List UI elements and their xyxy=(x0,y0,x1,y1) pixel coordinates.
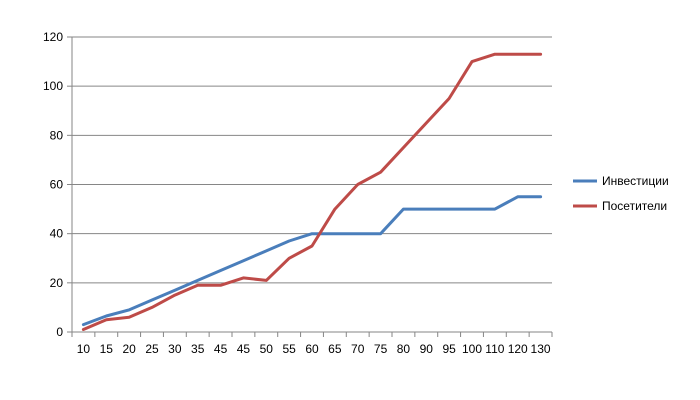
series-line-2 xyxy=(81,52,543,331)
y-tick-label: 60 xyxy=(50,178,64,192)
x-tick-label: 50 xyxy=(260,342,274,356)
y-tick-label: 80 xyxy=(50,128,64,142)
x-tick-label: 90 xyxy=(420,342,434,356)
x-tick-label: 45 xyxy=(237,342,251,356)
legend: Инвестиции Посетители xyxy=(573,174,669,213)
x-tick-label: 110 xyxy=(485,342,504,356)
y-tick-label: 0 xyxy=(56,325,63,339)
x-tick-label: 30 xyxy=(168,342,182,356)
x-tick-label: 75 xyxy=(374,342,388,356)
series-lines xyxy=(81,52,543,331)
y-tick-label: 20 xyxy=(50,276,64,290)
x-tick-label: 120 xyxy=(508,342,528,356)
x-tick-labels: 10 15 20 25 30 35 45 45 50 55 60 65 70 75 80 90 95 100 110… xyxy=(77,342,551,356)
x-tick-label: 55 xyxy=(282,342,296,356)
x-tick-label: 70 xyxy=(351,342,365,356)
x-tick-label: 80 xyxy=(397,342,411,356)
x-tick-label: 10 xyxy=(77,342,91,356)
x-tick-label: 35 xyxy=(191,342,205,356)
x-tick-label: 65 xyxy=(328,342,342,356)
x-tick-label: 60 xyxy=(305,342,319,356)
gridlines xyxy=(72,36,552,284)
legend-label: Инвестиции xyxy=(602,174,669,188)
series-line-1 xyxy=(81,195,543,327)
x-tick-label: 45 xyxy=(214,342,228,356)
y-tick-labels: 0 20 40 60 80 100 120 xyxy=(43,30,63,339)
x-tick-label: 100 xyxy=(462,342,482,356)
y-tick-label: 120 xyxy=(43,30,63,44)
x-tick-label: 95 xyxy=(442,342,456,356)
x-tick-label: 15 xyxy=(100,342,114,356)
y-tick-label: 40 xyxy=(50,227,64,241)
x-tick-label: 20 xyxy=(122,342,136,356)
y-tick-label: 100 xyxy=(43,79,63,93)
axes xyxy=(67,36,553,337)
x-tick-label: 130 xyxy=(531,342,551,356)
x-tick-label: 25 xyxy=(145,342,159,356)
legend-label: Посетители xyxy=(602,199,667,213)
